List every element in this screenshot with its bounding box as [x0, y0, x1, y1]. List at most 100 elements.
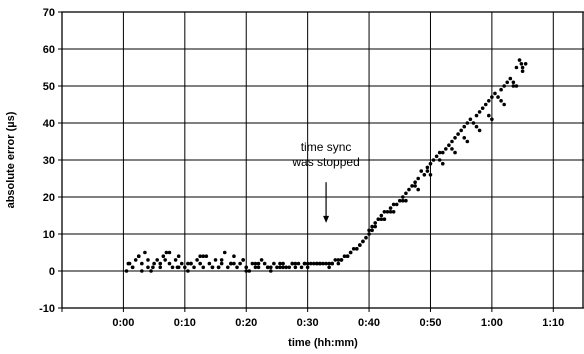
- data-point: [358, 243, 362, 247]
- data-point: [425, 165, 430, 170]
- data-point: [278, 265, 282, 270]
- data-point: [401, 195, 405, 199]
- data-point: [219, 261, 224, 266]
- data-point: [151, 265, 155, 270]
- annotation-line-2: was stopped: [291, 155, 359, 169]
- data-point: [201, 265, 206, 270]
- y-tick-label: 60: [43, 44, 55, 56]
- data-point: [216, 265, 221, 270]
- data-point: [167, 261, 172, 266]
- data-point: [207, 261, 212, 266]
- data-point: [256, 265, 261, 270]
- data-point: [437, 158, 442, 162]
- data-point: [183, 265, 187, 270]
- data-point: [416, 187, 420, 192]
- data-point: [379, 213, 384, 218]
- data-point: [370, 224, 374, 229]
- data-point: [511, 80, 516, 85]
- data-point: [311, 261, 316, 266]
- data-point: [124, 269, 129, 273]
- data-point: [143, 250, 147, 255]
- data-point: [382, 217, 387, 221]
- data-point: [213, 258, 218, 262]
- data-point: [256, 261, 261, 266]
- data-point: [444, 147, 448, 151]
- data-point: [382, 210, 387, 214]
- data-point: [422, 173, 427, 177]
- tick-labels: -10 0 10 20 30 40 50 60 70 0:00 0:10 0:20 0:30 0:40 0:…: [39, 7, 564, 329]
- data-point: [391, 210, 396, 214]
- data-point: [126, 261, 131, 266]
- data-point: [152, 261, 156, 266]
- data-point: [468, 117, 473, 122]
- data-point: [201, 254, 206, 258]
- data-point: [189, 261, 193, 266]
- data-point: [281, 261, 285, 266]
- data-point: [330, 261, 335, 266]
- data-point: [480, 106, 485, 110]
- data-point: [351, 247, 356, 251]
- data-point: [379, 217, 384, 221]
- y-tick-label: -10: [39, 303, 55, 315]
- y-tick-label: 30: [43, 155, 55, 167]
- data-point: [456, 132, 460, 136]
- data-point: [222, 250, 227, 255]
- x-tick-label: 0:40: [358, 317, 380, 329]
- data-point: [508, 76, 513, 81]
- data-point: [136, 254, 141, 258]
- data-point: [284, 265, 288, 270]
- data-point: [176, 254, 181, 258]
- data-point: [517, 58, 522, 62]
- x-axis-title: time (hh:mm): [288, 337, 358, 349]
- grid: [61, 11, 584, 309]
- data-point: [204, 254, 209, 258]
- data-point: [490, 117, 494, 122]
- data-point: [434, 154, 439, 159]
- x-tick-label: 0:20: [235, 317, 257, 329]
- y-tick-label: 10: [43, 229, 55, 241]
- annotation-line-1: time sync: [301, 140, 352, 154]
- data-point: [487, 113, 491, 118]
- data-point: [502, 84, 506, 88]
- data-point: [440, 161, 445, 166]
- data-point: [158, 265, 163, 270]
- data-point: [146, 265, 150, 270]
- data-point: [140, 261, 144, 266]
- data-point: [232, 254, 236, 258]
- data-point: [308, 261, 313, 266]
- data-point: [269, 269, 273, 273]
- data-point: [305, 265, 310, 270]
- data-point: [450, 139, 454, 144]
- data-point: [447, 143, 451, 147]
- annotation-arrow-head: [323, 215, 330, 223]
- data-point: [299, 265, 304, 270]
- data-point: [232, 261, 236, 266]
- data-point: [499, 87, 503, 92]
- data-point: [175, 265, 180, 270]
- data-point: [226, 265, 230, 270]
- data-point: [321, 261, 325, 266]
- y-tick-label: 20: [43, 192, 55, 204]
- data-point: [149, 269, 153, 273]
- data-point: [164, 250, 169, 255]
- data-point: [281, 265, 285, 270]
- data-point: [253, 265, 258, 270]
- data-point: [345, 254, 350, 258]
- data-point: [428, 173, 433, 177]
- data-point: [198, 254, 202, 258]
- data-point: [404, 198, 408, 203]
- data-point: [453, 136, 457, 140]
- data-point: [373, 224, 378, 229]
- data-point: [428, 161, 433, 166]
- data-point: [410, 184, 414, 188]
- axes: [58, 11, 584, 312]
- data-point: [413, 184, 417, 188]
- data-point: [465, 121, 470, 125]
- data-point: [487, 99, 491, 103]
- y-tick-label: 50: [43, 81, 55, 93]
- data-point: [244, 269, 249, 273]
- x-tick-label: 0:30: [297, 317, 319, 329]
- data-point: [440, 150, 445, 155]
- data-point: [505, 80, 510, 85]
- data-point: [367, 228, 371, 233]
